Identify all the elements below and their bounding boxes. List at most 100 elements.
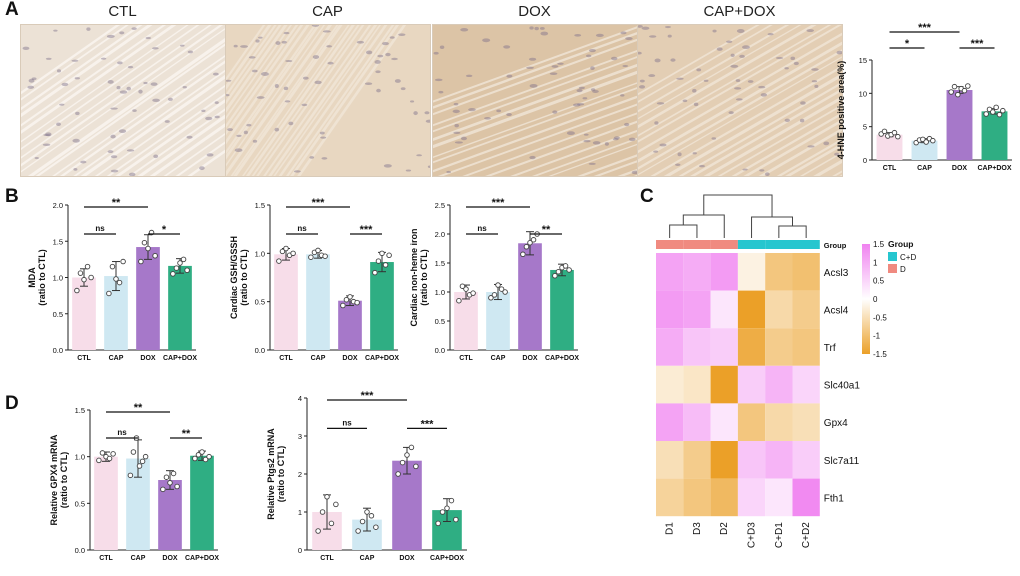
data-point (116, 279, 123, 286)
data-point (895, 133, 901, 140)
bar-cap-dox (550, 269, 574, 350)
significance-label: *** (421, 418, 435, 430)
heatmap-cell (737, 328, 766, 366)
data-point (552, 273, 558, 279)
data-point (463, 286, 469, 292)
data-point (372, 269, 378, 276)
colorbar-tick-label: 0.5 (873, 277, 885, 286)
heatmap-cell (737, 253, 766, 291)
significance-label: ** (542, 224, 551, 236)
data-point (520, 251, 526, 258)
colorbar-tick-label: 1.5 (873, 240, 885, 249)
y-axis-label: Relative GPX4 mRNA (49, 434, 59, 526)
heatmap-cell (683, 328, 711, 366)
bar-dox (518, 243, 542, 350)
data-point (145, 245, 151, 252)
x-tick-label: DOX (162, 555, 178, 562)
data-point (138, 258, 144, 265)
data-point (408, 444, 415, 451)
significance-label: ns (297, 224, 307, 233)
heatmap-cell (710, 253, 738, 291)
micrograph-title-cap: CAP (312, 3, 343, 20)
heatmap-row-label: Gpx4 (824, 418, 848, 429)
data-point (340, 302, 346, 309)
y-tick-label: 0.5 (75, 499, 85, 508)
heatmap-cell (792, 403, 820, 441)
heatmap-cell (710, 365, 738, 404)
y-tick-label: 1.0 (255, 249, 265, 258)
group-annotation-cell (737, 240, 766, 249)
data-point (120, 258, 126, 265)
x-tick-label: CAP+DOX (365, 355, 399, 362)
y-tick-label: 4 (298, 394, 302, 403)
data-point (106, 455, 113, 462)
significance-label: *** (918, 22, 932, 34)
heatmap-cell (765, 365, 793, 404)
data-point (347, 294, 353, 300)
heatmap-cell (765, 478, 793, 517)
data-point (364, 509, 370, 515)
bar-dox (136, 247, 160, 350)
y-tick-label: 1.5 (75, 406, 85, 415)
data-point (527, 239, 533, 246)
heatmap-column-label: D1 (665, 522, 676, 535)
significance-label: ** (134, 402, 143, 414)
data-point (74, 287, 80, 294)
colorbar-tick-label: -1 (873, 332, 881, 341)
data-point (951, 83, 958, 90)
significance-label: ** (182, 428, 191, 440)
colorbar-tick-label: 0 (873, 295, 878, 304)
y-tick-label: 3 (298, 432, 302, 441)
heatmap-cell (765, 290, 793, 329)
data-point (279, 248, 286, 255)
y-tick-label: 1.5 (255, 201, 265, 210)
x-tick-label: CAP+DOX (430, 555, 464, 562)
y-tick-label: 0 (863, 156, 867, 165)
data-point (184, 267, 190, 274)
x-tick-label: DOX (522, 355, 538, 362)
data-point (106, 290, 112, 297)
data-point (523, 244, 530, 250)
x-tick-label: CTL (77, 355, 91, 362)
y-axis-label: (ratio to CTL) (37, 249, 47, 306)
y-tick-label: 2 (298, 470, 302, 479)
bar-cap (126, 458, 150, 550)
bar-cap (306, 254, 330, 350)
micrograph-texture (638, 25, 842, 176)
panel-letter-b: B (5, 186, 19, 207)
colorbar-tick-label: -1.5 (873, 350, 887, 359)
data-point (990, 109, 996, 115)
data-point (555, 268, 562, 275)
data-point (891, 129, 898, 136)
data-point (328, 520, 335, 527)
x-tick-label: CAP+DOX (163, 355, 197, 362)
data-point (1000, 107, 1006, 114)
y-axis-label: (ratio to CTL) (239, 249, 249, 306)
dendrogram-branch (778, 225, 807, 238)
data-point (283, 245, 289, 252)
data-point (77, 270, 84, 276)
heatmap-chart: Group Acsl3 Acsl4 Trf Slc40a1 Gpx4 Slc7a11 Fth1… (656, 194, 916, 548)
data-point (195, 452, 202, 458)
data-point (459, 283, 466, 289)
heatmap-cell (710, 328, 738, 366)
data-point (498, 286, 505, 292)
bar-chart-mda: 0.0 0.5 1.0 1.5 2.0 MDA (ratio to CTL) CTL CAP DO… (27, 197, 197, 362)
data-point (315, 247, 321, 254)
data-point (965, 83, 971, 89)
y-tick-label: 0.0 (75, 546, 85, 555)
data-point (488, 295, 494, 301)
dendrogram-branch (669, 224, 698, 238)
y-tick-label: 5 (863, 123, 867, 132)
dendrogram-branch (751, 216, 793, 238)
bar-cap-dox (981, 111, 1008, 160)
significance-label: *** (971, 38, 985, 50)
heatmap-column-label: D3 (692, 522, 703, 535)
data-point (109, 263, 116, 270)
data-point (141, 239, 148, 246)
heatmap-cell (792, 328, 820, 366)
heatmap-cell (656, 403, 684, 441)
heatmap-cell (737, 403, 766, 441)
data-point (983, 111, 989, 117)
heatmap-column-label: C+D2 (801, 522, 812, 548)
